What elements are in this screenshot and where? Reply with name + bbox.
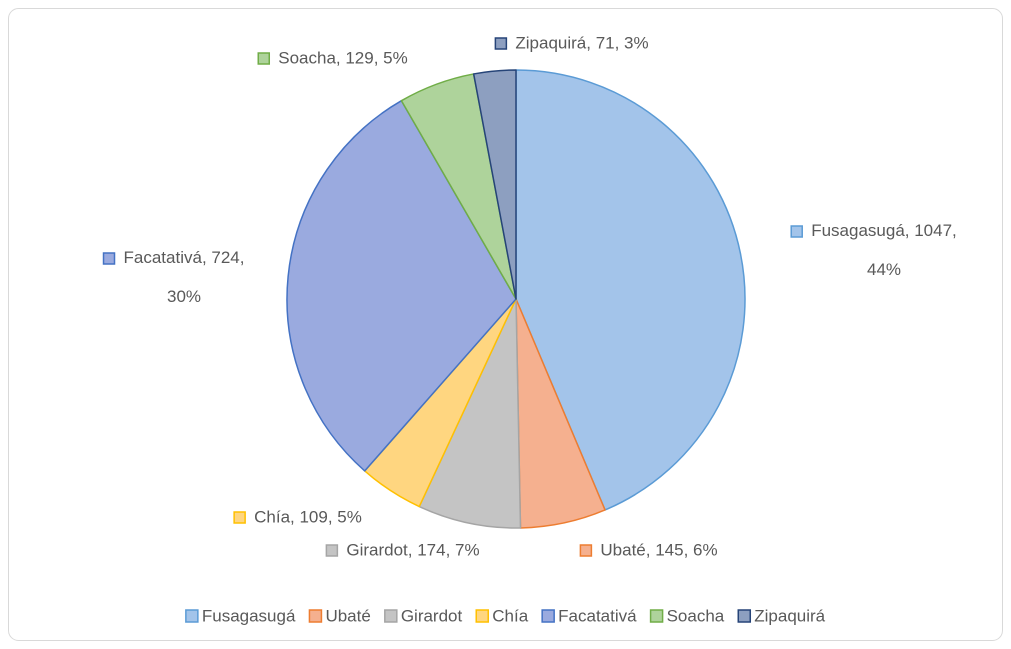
- legend-marker: [384, 609, 398, 623]
- pie-slice: [472, 69, 517, 300]
- data-label-line: Fusagasugá, 1047,: [811, 221, 957, 240]
- label-marker: [494, 37, 508, 50]
- legend-marker: [649, 609, 664, 623]
- legend: Fusagasugá Ubaté Girardot Chía Facatativá Soa…: [185, 606, 826, 625]
- legend-label: Ubaté: [325, 606, 370, 625]
- legend-marker: [308, 609, 323, 623]
- legend-label: Facatativá: [558, 606, 637, 625]
- label-marker: [325, 544, 339, 557]
- data-label-line: 30%: [167, 287, 201, 306]
- label-marker: [790, 225, 803, 238]
- pie-slice: [418, 298, 522, 529]
- data-label: Fusagasugá, 1047, 44%: [811, 221, 957, 279]
- label-marker: [579, 544, 593, 557]
- legend-label: Fusagasugá: [202, 606, 296, 625]
- data-label: Ubaté, 145, 6%: [600, 540, 717, 559]
- legend-label: Girardot: [401, 606, 463, 625]
- label-marker: [102, 252, 116, 265]
- legend-marker: [737, 609, 752, 623]
- pie-slice: [286, 99, 517, 472]
- legend-label: Zipaquirá: [754, 606, 825, 625]
- legend-marker: [475, 609, 489, 623]
- pie-slice: [515, 69, 746, 511]
- data-label: Soacha, 129, 5%: [278, 48, 407, 67]
- label-marker: [257, 52, 271, 65]
- data-label: Girardot, 174, 7%: [346, 540, 479, 559]
- legend-label: Chía: [492, 606, 528, 625]
- data-label: Chía, 109, 5%: [254, 507, 362, 526]
- data-label: Zipaquirá, 71, 3%: [515, 33, 648, 52]
- legend-marker: [185, 609, 199, 623]
- data-label: Facatativá, 724, 30%: [124, 248, 245, 306]
- data-label-line: Facatativá, 724,: [124, 248, 245, 267]
- data-label-line: 44%: [867, 260, 901, 279]
- legend-label: Soacha: [667, 606, 725, 625]
- label-marker: [233, 511, 246, 524]
- legend-marker: [541, 609, 555, 623]
